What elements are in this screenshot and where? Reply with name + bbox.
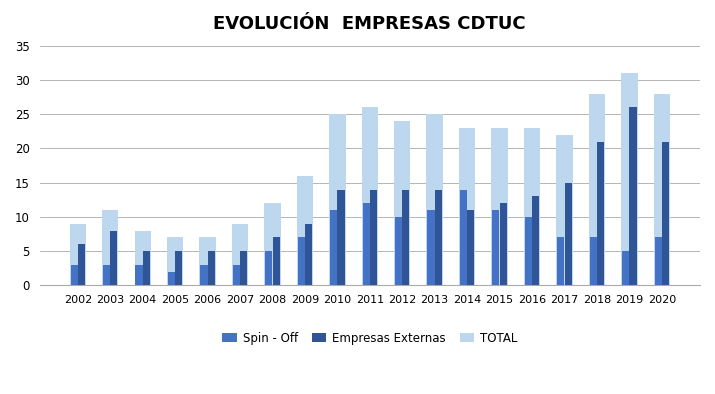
Bar <box>233 265 240 285</box>
Bar <box>597 141 604 285</box>
Bar <box>134 230 151 285</box>
Bar <box>459 128 475 285</box>
Bar <box>240 251 247 285</box>
Bar <box>491 128 508 285</box>
Bar <box>362 107 378 285</box>
Bar <box>629 107 636 285</box>
Bar <box>435 190 442 285</box>
Bar <box>662 141 669 285</box>
Bar <box>622 251 629 285</box>
Bar <box>556 135 573 285</box>
Bar <box>329 114 345 285</box>
Bar <box>590 238 597 285</box>
Bar <box>428 210 435 285</box>
Bar <box>78 244 85 285</box>
Bar <box>168 272 175 285</box>
Bar <box>588 94 605 285</box>
Bar <box>493 210 500 285</box>
Bar <box>102 210 119 285</box>
Bar <box>525 217 532 285</box>
Bar <box>403 190 410 285</box>
Bar <box>532 196 539 285</box>
Bar <box>265 251 272 285</box>
Bar <box>175 251 182 285</box>
Bar <box>337 190 345 285</box>
Bar <box>621 73 638 285</box>
Bar <box>143 251 150 285</box>
Bar <box>103 265 110 285</box>
Bar <box>200 265 207 285</box>
Bar <box>135 265 142 285</box>
Bar <box>71 265 78 285</box>
Bar <box>460 190 467 285</box>
Bar <box>654 94 670 285</box>
Bar <box>265 203 281 285</box>
Bar <box>69 224 86 285</box>
Bar <box>654 238 661 285</box>
Bar <box>467 210 474 285</box>
Bar <box>232 224 248 285</box>
Bar <box>305 224 312 285</box>
Bar <box>565 183 572 285</box>
Bar <box>330 210 337 285</box>
Bar <box>199 238 216 285</box>
Bar <box>395 217 402 285</box>
Bar <box>297 176 313 285</box>
Legend: Spin - Off, Empresas Externas, TOTAL: Spin - Off, Empresas Externas, TOTAL <box>218 327 522 350</box>
Bar <box>500 203 507 285</box>
Bar <box>110 230 117 285</box>
Bar <box>207 251 214 285</box>
Bar <box>167 238 183 285</box>
Bar <box>297 238 305 285</box>
Bar <box>394 121 410 285</box>
Bar <box>370 190 377 285</box>
Bar <box>524 128 541 285</box>
Bar <box>363 203 370 285</box>
Bar <box>557 238 564 285</box>
Bar <box>426 114 443 285</box>
Title: EVOLUCIÓN  EMPRESAS CDTUC: EVOLUCIÓN EMPRESAS CDTUC <box>214 15 526 33</box>
Bar <box>272 238 280 285</box>
